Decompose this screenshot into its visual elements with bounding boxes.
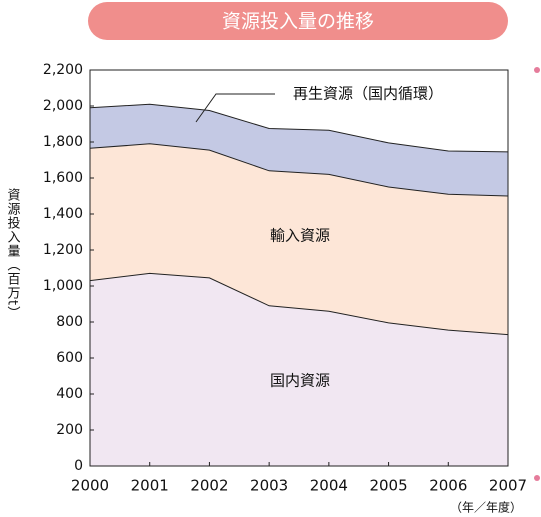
x-tick-label: 2005	[369, 477, 407, 495]
area	[90, 273, 508, 466]
series-label: 再生資源（国内循環）	[293, 85, 443, 103]
area	[90, 104, 508, 196]
y-tick-label: 200	[56, 422, 83, 438]
area-edge	[89, 272, 509, 336]
y-tick-label: 2,200	[43, 62, 83, 78]
y-tick-label: 1,800	[43, 134, 83, 150]
y-tick-label: 1,000	[43, 278, 83, 294]
x-tick-label: 2003	[250, 477, 288, 495]
decor-dot	[534, 67, 540, 73]
y-tick-label: 1,200	[43, 242, 83, 258]
y-tick-label: 800	[56, 314, 83, 330]
leader-line	[195, 93, 275, 123]
x-tick-label: 2001	[131, 477, 169, 495]
series-label: 国内資源	[270, 372, 330, 390]
y-tick-label: 0	[74, 458, 83, 474]
area-edge	[89, 103, 509, 153]
x-tick-label: 2004	[310, 477, 348, 495]
area-edge	[89, 143, 509, 197]
x-tick-label: 2000	[71, 477, 109, 495]
y-tick-label: 2,000	[43, 98, 83, 114]
y-tick-label: 400	[56, 386, 83, 402]
decor-dot	[534, 475, 540, 481]
area	[90, 143, 508, 335]
plot-frame	[89, 69, 509, 467]
x-tick-label: 2007	[489, 477, 527, 495]
x-tick-label: 2002	[190, 477, 228, 495]
title-pill	[88, 2, 508, 40]
y-axis-label: 資源投入量（百万t）	[5, 188, 21, 320]
chart-title: 資源投入量の推移	[222, 11, 374, 33]
y-tick-label: 1,600	[43, 170, 83, 186]
x-tick-label: 2006	[429, 477, 467, 495]
x-unit: （年／年度）	[450, 500, 522, 515]
y-tick-label: 600	[56, 350, 83, 366]
y-tick-label: 1,400	[43, 206, 83, 222]
series-label: 輸入資源	[270, 227, 330, 245]
